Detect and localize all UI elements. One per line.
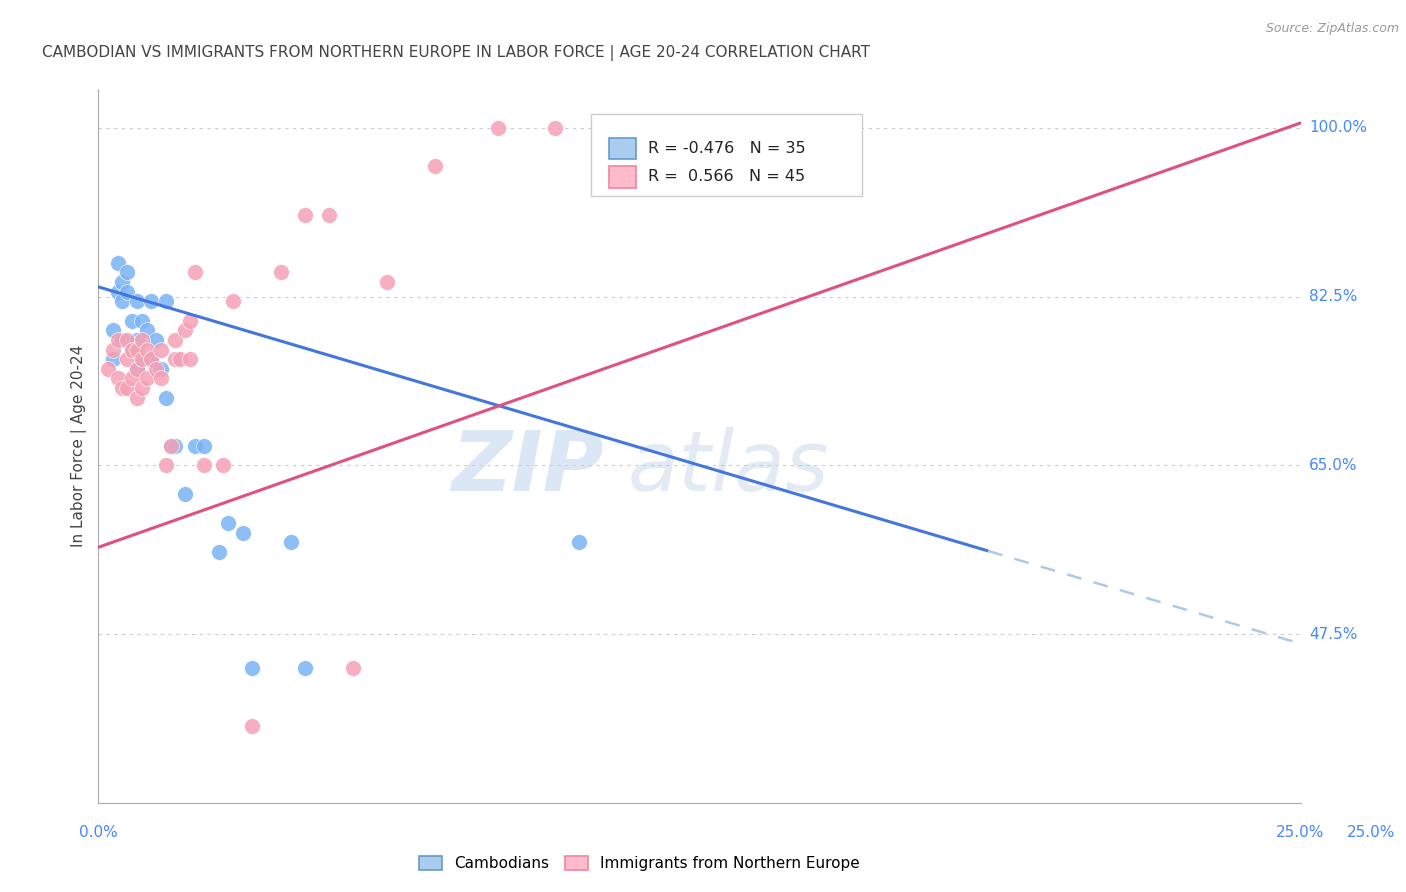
Point (568, 535, 591, 549)
Point (174, 323, 197, 337)
Point (159, 439, 181, 453)
Point (125, 391, 148, 405)
Point (101, 352, 124, 367)
Point (193, 439, 215, 453)
Point (107, 371, 129, 385)
Point (121, 313, 143, 327)
Point (131, 313, 153, 327)
Point (117, 352, 139, 367)
Point (141, 352, 163, 367)
Y-axis label: In Labor Force | Age 20-24: In Labor Force | Age 20-24 (72, 345, 87, 547)
Point (165, 333, 187, 347)
Point (111, 275, 134, 289)
Point (165, 352, 187, 367)
Point (97, 362, 120, 376)
Legend: Cambodians, Immigrants from Northern Europe: Cambodians, Immigrants from Northern Eur… (413, 849, 866, 877)
Point (107, 333, 129, 347)
Text: 25.0%: 25.0% (1277, 825, 1324, 840)
Point (193, 458, 215, 473)
Point (135, 343, 157, 357)
Point (107, 285, 129, 299)
Point (121, 343, 143, 357)
Point (131, 352, 153, 367)
Point (375, 275, 398, 289)
Point (183, 439, 205, 453)
Point (179, 352, 201, 367)
Point (222, 294, 245, 309)
Point (117, 265, 139, 279)
Point (713, 120, 735, 135)
Text: R =  0.566   N = 45: R = 0.566 N = 45 (648, 169, 804, 185)
Point (131, 333, 153, 347)
Text: ZIP: ZIP (451, 427, 603, 508)
Point (107, 256, 129, 270)
Point (240, 661, 263, 675)
Point (159, 439, 181, 453)
Point (111, 294, 134, 309)
Point (155, 294, 177, 309)
Text: 0.0%: 0.0% (79, 825, 118, 840)
Point (131, 352, 153, 367)
Point (179, 313, 201, 327)
Text: 82.5%: 82.5% (1309, 289, 1357, 304)
Point (101, 323, 124, 337)
Point (125, 294, 148, 309)
Bar (609, 166, 636, 187)
Text: 65.0%: 65.0% (1309, 458, 1357, 473)
Point (240, 719, 263, 733)
Point (270, 265, 292, 279)
Point (208, 545, 231, 559)
Point (121, 371, 143, 385)
Point (117, 285, 139, 299)
Point (217, 516, 239, 530)
Point (121, 343, 143, 357)
Text: CAMBODIAN VS IMMIGRANTS FROM NORTHERN EUROPE IN LABOR FORCE | AGE 20-24 CORRELAT: CAMBODIAN VS IMMIGRANTS FROM NORTHERN EU… (42, 45, 870, 61)
Point (117, 333, 139, 347)
Point (183, 265, 205, 279)
Point (318, 208, 340, 222)
Point (141, 352, 163, 367)
Bar (609, 137, 636, 159)
Point (125, 362, 148, 376)
Point (111, 381, 134, 395)
Point (141, 294, 163, 309)
Point (131, 381, 153, 395)
Point (125, 362, 148, 376)
Point (544, 120, 567, 135)
Text: 100.0%: 100.0% (1309, 120, 1367, 136)
Point (212, 458, 235, 473)
Point (135, 323, 157, 337)
Point (280, 535, 302, 549)
Point (169, 352, 191, 367)
Text: Source: ZipAtlas.com: Source: ZipAtlas.com (1265, 22, 1399, 36)
Text: R = -0.476   N = 35: R = -0.476 N = 35 (648, 141, 806, 156)
Point (294, 208, 316, 222)
Text: atlas: atlas (627, 427, 830, 508)
Text: 25.0%: 25.0% (1347, 825, 1395, 840)
Point (486, 120, 509, 135)
Point (101, 343, 124, 357)
Point (232, 525, 254, 540)
Point (423, 159, 446, 173)
Point (125, 343, 148, 357)
Point (145, 333, 167, 347)
Text: 47.5%: 47.5% (1309, 626, 1357, 641)
Point (149, 371, 172, 385)
Point (294, 661, 316, 675)
Point (117, 381, 139, 395)
Point (145, 362, 167, 376)
Point (155, 391, 177, 405)
Point (174, 487, 197, 501)
Point (165, 439, 187, 453)
Point (135, 371, 157, 385)
FancyBboxPatch shape (592, 114, 862, 196)
Point (155, 458, 177, 473)
Point (342, 661, 364, 675)
Point (149, 362, 172, 376)
Point (149, 343, 172, 357)
Point (616, 120, 638, 135)
Point (125, 333, 148, 347)
Point (111, 333, 134, 347)
